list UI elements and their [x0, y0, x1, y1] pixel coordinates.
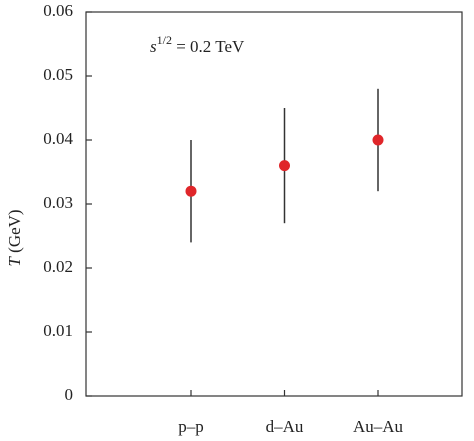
- x-tick-label: d–Au: [266, 417, 304, 436]
- annotation-base: s: [150, 37, 157, 56]
- y-label-unit: (GeV): [5, 209, 24, 257]
- point: [372, 134, 384, 146]
- annotation-rest: = 0.2 TeV: [172, 37, 245, 56]
- point: [279, 160, 290, 172]
- y-tick-label: 0: [65, 385, 74, 404]
- y-label-symbol: T: [5, 256, 24, 267]
- y-tick-label: 0.03: [43, 193, 73, 212]
- y-axis-label: T (GeV): [5, 209, 24, 266]
- y-tick-label: 0.01: [43, 321, 73, 340]
- plot-frame: [85, 11, 463, 397]
- x-tick-label: Au–Au: [353, 417, 404, 436]
- x-tick-label: p–p: [178, 417, 204, 436]
- point: [185, 185, 197, 197]
- annotation-sup: 1/2: [157, 33, 172, 47]
- y-tick-label: 0.06: [43, 1, 73, 20]
- y-tick-label: 0.04: [43, 129, 73, 148]
- y-tick-label: 0.02: [43, 257, 73, 276]
- annotation: s1/2 = 0.2 TeV: [150, 33, 245, 56]
- y-tick-label: 0.05: [43, 65, 73, 84]
